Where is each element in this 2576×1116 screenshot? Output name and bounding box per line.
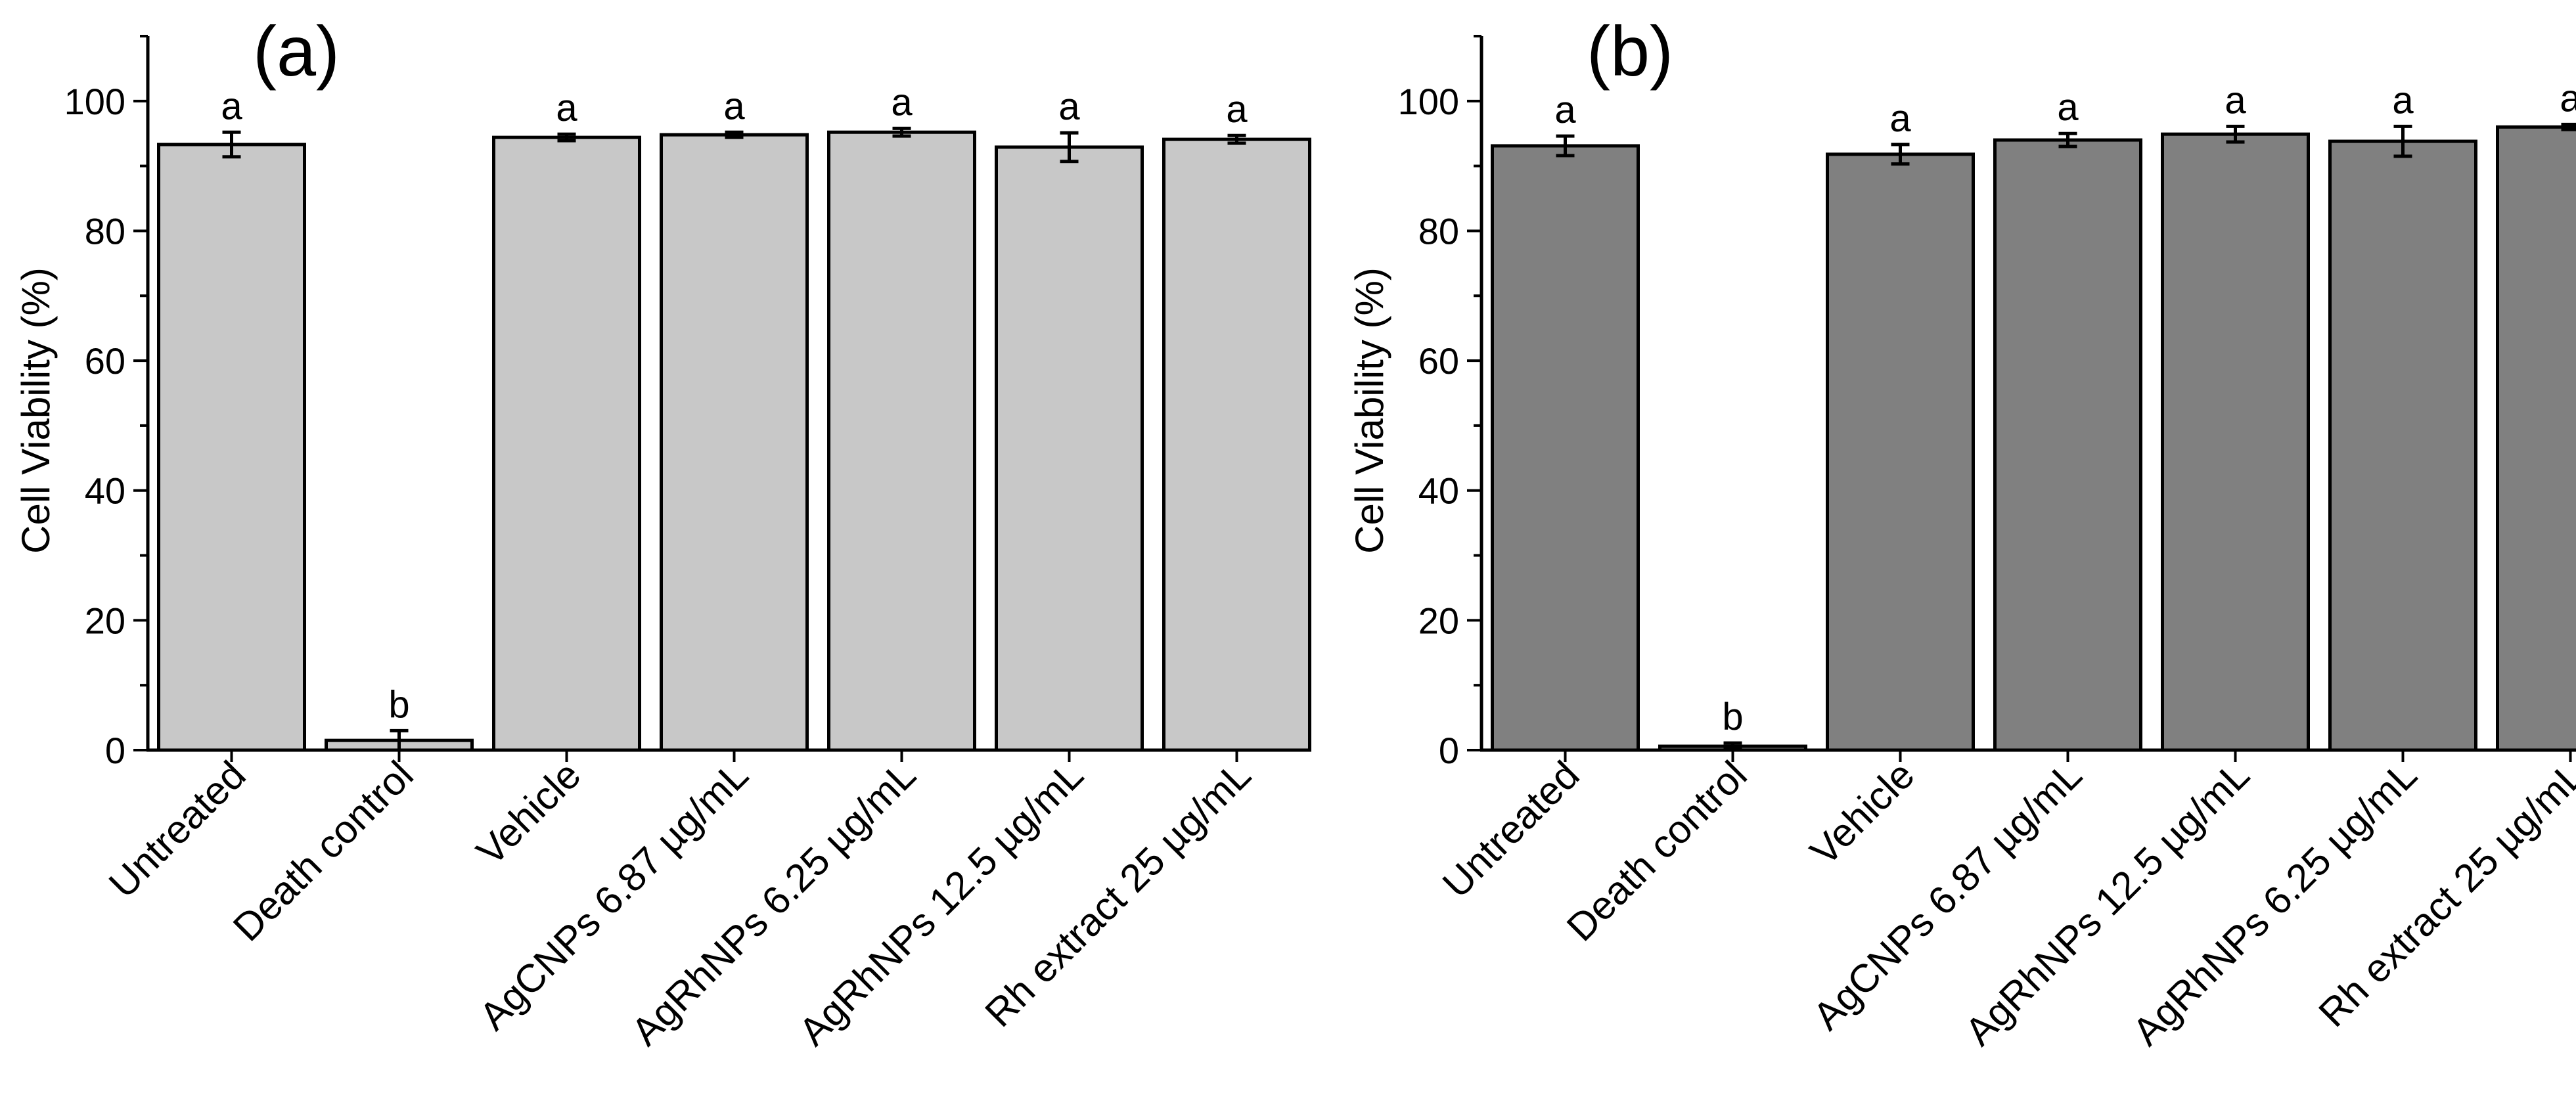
bar-series [157, 130, 1311, 752]
bar [2161, 132, 2310, 752]
significance-labels: a b a a a a a [1554, 77, 2576, 738]
bar [1162, 137, 1311, 752]
y-axis-ticks: 0 20 40 60 80 100 [1398, 35, 1481, 771]
significance-letter: a [2057, 86, 2079, 129]
panel-label: (a) [253, 11, 340, 91]
significance-letter: a [221, 85, 242, 127]
significance-letter: a [891, 81, 913, 123]
bar [2328, 139, 2477, 752]
significance-letter: a [1554, 89, 1576, 131]
y-tick-label: 20 [1418, 600, 1459, 641]
bar [1993, 138, 2142, 752]
panel-label: (b) [1587, 11, 1673, 91]
y-tick-label: 60 [85, 340, 125, 382]
bar [827, 130, 976, 752]
significance-letter: a [2392, 79, 2414, 122]
significance-letter: b [388, 683, 409, 726]
bar [1826, 152, 1975, 752]
y-tick-label: 80 [1418, 210, 1459, 252]
bar [2496, 125, 2576, 752]
y-tick-label: 0 [105, 730, 125, 771]
error-bars [1556, 122, 2576, 751]
significance-letter: a [1889, 97, 1911, 140]
bar-series [1491, 125, 2576, 752]
significance-letter: a [1058, 85, 1080, 128]
bar [660, 133, 809, 752]
bar [492, 135, 641, 752]
y-tick-label: 0 [1439, 730, 1459, 771]
bar [157, 143, 306, 752]
bar [1491, 144, 1640, 752]
significance-labels: a b a a a a a [221, 81, 1248, 726]
significance-letter: b [1722, 696, 1743, 738]
significance-letter: a [723, 85, 745, 127]
significance-letter: a [2560, 77, 2576, 120]
significance-letter: a [556, 87, 577, 129]
y-tick-label: 20 [85, 600, 125, 641]
y-tick-label: 40 [1418, 470, 1459, 512]
y-axis-title: Cell Viability (%) [1347, 267, 1391, 554]
y-tick-label: 40 [85, 470, 125, 512]
y-tick-label: 100 [1398, 81, 1459, 122]
y-axis-title: Cell Viability (%) [14, 267, 58, 554]
significance-letter: a [1226, 88, 1248, 131]
y-tick-label: 60 [1418, 340, 1459, 382]
bar [995, 145, 1144, 752]
significance-letter: a [2225, 79, 2246, 122]
y-tick-label: 100 [64, 81, 125, 122]
y-axis-ticks: 0 20 40 60 80 100 [64, 35, 148, 771]
error-bars [222, 126, 1246, 752]
y-tick-label: 80 [85, 210, 125, 252]
